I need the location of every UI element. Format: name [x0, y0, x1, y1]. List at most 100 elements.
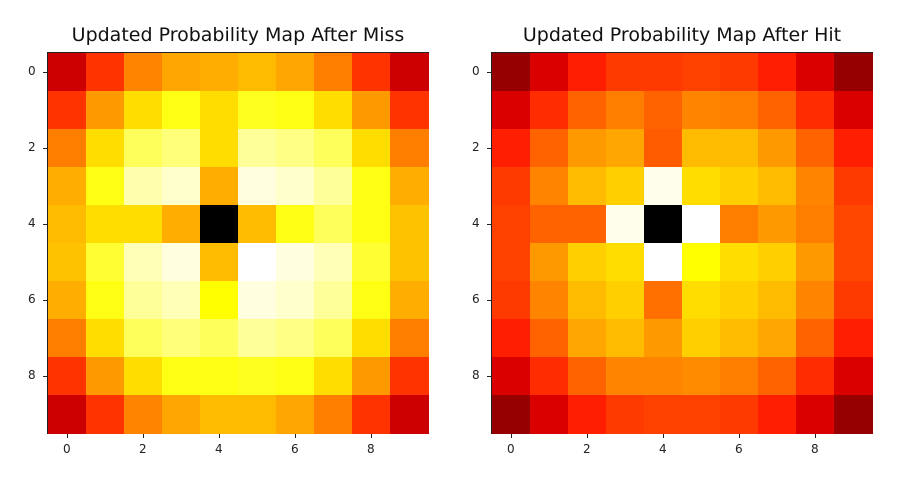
heatmap-cell-r1-c4 — [644, 91, 683, 130]
x-tick-mark — [294, 434, 296, 438]
y-tick-label: 2 — [472, 140, 480, 154]
x-tick-mark — [142, 434, 144, 438]
heatmap-cell-r7-c1 — [86, 319, 125, 358]
heatmap-cell-r6-c1 — [530, 281, 569, 320]
heatmap-cell-r9-c3 — [162, 395, 201, 434]
heatmap-cell-r1-c5 — [238, 91, 277, 130]
heatmap-cell-r0-c2 — [124, 53, 163, 92]
x-tick-label: 0 — [63, 442, 71, 456]
heatmap-cell-r5-c8 — [352, 243, 391, 282]
heatmap-cell-r5-c2 — [124, 243, 163, 282]
heatmap-cell-r3-c7 — [758, 167, 797, 206]
heatmap-cell-r1-c7 — [758, 91, 797, 130]
miss-heatmap — [47, 52, 429, 434]
heatmap-cell-r9-c7 — [758, 395, 797, 434]
heatmap-cell-r8-c5 — [238, 357, 277, 396]
heatmap-cell-r6-c4 — [644, 281, 683, 320]
heatmap-cell-r8-c4 — [644, 357, 683, 396]
heatmap-cell-r0-c8 — [796, 53, 835, 92]
heatmap-cell-r7-c4 — [200, 319, 239, 358]
heatmap-cell-r4-c5 — [682, 205, 721, 244]
heatmap-cell-r0-c6 — [276, 53, 315, 92]
x-tick-label: 6 — [291, 442, 299, 456]
heatmap-cell-r6-c9 — [390, 281, 429, 320]
heatmap-cell-r6-c6 — [720, 281, 759, 320]
heatmap-cell-r6-c9 — [834, 281, 873, 320]
y-tick-mark — [487, 223, 491, 225]
heatmap-cell-r9-c0 — [492, 395, 531, 434]
x-tick-label: 2 — [583, 442, 591, 456]
heatmap-cell-r2-c7 — [758, 129, 797, 168]
heatmap-cell-r7-c0 — [48, 319, 87, 358]
heatmap-cell-r4-c2 — [124, 205, 163, 244]
heatmap-cell-r0-c1 — [530, 53, 569, 92]
heatmap-cell-r0-c9 — [834, 53, 873, 92]
heatmap-cell-r6-c5 — [238, 281, 277, 320]
heatmap-cell-r6-c5 — [682, 281, 721, 320]
heatmap-cell-r4-c8 — [796, 205, 835, 244]
heatmap-cell-r5-c5 — [238, 243, 277, 282]
heatmap-cell-r7-c9 — [390, 319, 429, 358]
heatmap-cell-r9-c0 — [48, 395, 87, 434]
heatmap-cell-r3-c5 — [238, 167, 277, 206]
heatmap-cell-r1-c8 — [796, 91, 835, 130]
heatmap-cell-r2-c2 — [124, 129, 163, 168]
heatmap-cell-r0-c1 — [86, 53, 125, 92]
heatmap-cell-r4-c0 — [492, 205, 531, 244]
heatmap-cell-r0-c0 — [48, 53, 87, 92]
x-tick-mark — [738, 434, 740, 438]
heatmap-cell-r4-c3 — [162, 205, 201, 244]
heatmap-cell-r2-c0 — [492, 129, 531, 168]
heatmap-cell-r4-c2 — [568, 205, 607, 244]
heatmap-cell-r3-c6 — [276, 167, 315, 206]
heatmap-cell-r3-c5 — [682, 167, 721, 206]
heatmap-cell-r1-c5 — [682, 91, 721, 130]
heatmap-cell-r5-c3 — [606, 243, 645, 282]
heatmap-cell-r8-c9 — [834, 357, 873, 396]
y-tick-mark — [487, 71, 491, 73]
x-tick-label: 2 — [139, 442, 147, 456]
heatmap-cell-r9-c5 — [682, 395, 721, 434]
heatmap-cell-r0-c5 — [682, 53, 721, 92]
heatmap-cell-r2-c8 — [796, 129, 835, 168]
y-tick-label: 6 — [28, 292, 36, 306]
x-tick-mark — [370, 434, 372, 438]
heatmap-cell-r3-c1 — [86, 167, 125, 206]
heatmap-cell-r0-c7 — [314, 53, 353, 92]
y-tick-label: 8 — [472, 368, 480, 382]
heatmap-cell-r6-c3 — [162, 281, 201, 320]
y-tick-label: 4 — [28, 216, 36, 230]
heatmap-cell-r1-c9 — [390, 91, 429, 130]
heatmap-cell-r1-c0 — [492, 91, 531, 130]
heatmap-cell-r7-c2 — [124, 319, 163, 358]
heatmap-cell-r9-c9 — [834, 395, 873, 434]
y-tick-label: 0 — [28, 64, 36, 78]
heatmap-cell-r3-c2 — [124, 167, 163, 206]
heatmap-cell-r6-c7 — [314, 281, 353, 320]
heatmap-cell-r2-c9 — [390, 129, 429, 168]
heatmap-cell-r1-c4 — [200, 91, 239, 130]
heatmap-cell-r6-c0 — [492, 281, 531, 320]
heatmap-cell-r9-c2 — [568, 395, 607, 434]
heatmap-cell-r4-c3 — [606, 205, 645, 244]
heatmap-cell-r8-c0 — [492, 357, 531, 396]
heatmap-cell-r5-c8 — [796, 243, 835, 282]
heatmap-cell-r7-c7 — [758, 319, 797, 358]
heatmap-cell-r9-c7 — [314, 395, 353, 434]
heatmap-cell-r3-c4 — [200, 167, 239, 206]
x-tick-mark — [586, 434, 588, 438]
heatmap-cell-r4-c9 — [390, 205, 429, 244]
heatmap-cell-r0-c2 — [568, 53, 607, 92]
heatmap-cell-r2-c1 — [530, 129, 569, 168]
heatmap-cell-r2-c3 — [606, 129, 645, 168]
heatmap-cell-r0-c8 — [352, 53, 391, 92]
heatmap-cell-r1-c9 — [834, 91, 873, 130]
heatmap-cell-r5-c9 — [390, 243, 429, 282]
heatmap-cell-r0-c4 — [644, 53, 683, 92]
heatmap-cell-r0-c0 — [492, 53, 531, 92]
heatmap-cell-r1-c8 — [352, 91, 391, 130]
heatmap-cell-r3-c9 — [834, 167, 873, 206]
heatmap-cell-r3-c3 — [606, 167, 645, 206]
heatmap-cell-r4-c0 — [48, 205, 87, 244]
heatmap-cell-r2-c5 — [238, 129, 277, 168]
